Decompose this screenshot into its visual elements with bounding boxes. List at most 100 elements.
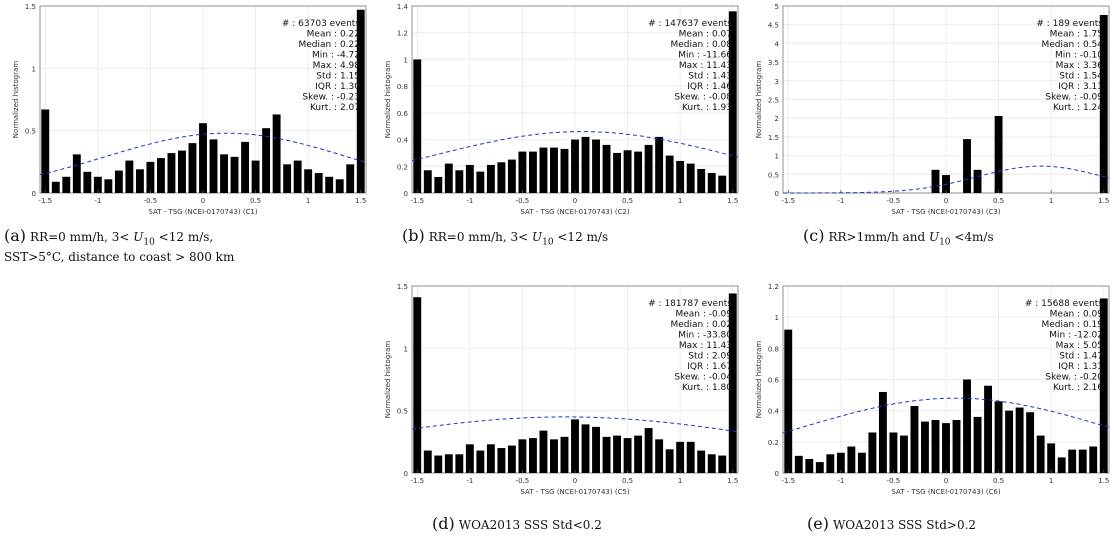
x-tick-label: -1 (94, 197, 101, 205)
y-axis-label: Normalized histogram (12, 61, 20, 139)
y-tick-label: 0.4 (397, 137, 409, 145)
panel-e: -1.5 -1 -0.5 0 0.5 1 1.5 0 0.2 0.4 0.6 0.8 1 1.2 SAT -… (743, 280, 1115, 545)
histogram-bar (634, 435, 643, 473)
stats-line: Skew. : -0.23 (302, 93, 360, 103)
stats-line: # : 181787 events (648, 299, 732, 309)
x-axis-label: SAT - TSG (NCEI-0170743) (C5) (520, 488, 630, 496)
y-tick-label: 1.2 (768, 283, 779, 291)
histogram-bar (230, 156, 239, 193)
x-tick-label: 0 (201, 197, 205, 205)
gaussian-fit-curve (411, 131, 739, 162)
histogram-bar (550, 147, 558, 193)
histogram-bar (707, 454, 716, 473)
histogram-bar (262, 128, 271, 193)
y-tick-label: 0 (775, 190, 779, 198)
histogram-bar (465, 164, 474, 193)
histogram-bar (794, 455, 803, 473)
y-tick-label: 0 (775, 470, 779, 478)
x-axis-label: SAT - TSG (NCEI-0170743) (C6) (891, 488, 1001, 496)
histogram-bar (952, 420, 961, 473)
caption-var: U (531, 230, 543, 244)
histogram-bar (51, 181, 60, 193)
x-tick-label: 0.5 (993, 197, 1004, 205)
stats-line: IQR : 1.30 (315, 82, 360, 92)
histogram-bar (878, 391, 887, 473)
x-tick-label: 1.5 (1098, 477, 1109, 485)
y-tick-label: 0.2 (397, 163, 408, 171)
histogram-bar (815, 462, 824, 473)
caption-text-post: <12 m/s (553, 230, 609, 244)
histogram-bar (62, 176, 71, 193)
x-tick-label: 1.5 (727, 197, 738, 205)
caption-c: (c) RR>1mm/h and U10 <4m/s (803, 228, 1103, 250)
x-tick-label: 0 (944, 197, 948, 205)
histogram-bar (644, 428, 653, 473)
caption-label: (e) (807, 514, 829, 533)
histogram-bar (72, 154, 81, 193)
y-tick-label: 1.2 (397, 30, 408, 38)
x-tick-label: 1 (678, 197, 682, 205)
histogram-bar (994, 115, 1003, 193)
stats-line: IQR : 1.46 (687, 82, 732, 92)
histogram-bar (592, 139, 600, 193)
histogram-bar (1078, 449, 1087, 473)
histogram-bar (1047, 443, 1056, 473)
stats-line: Kurt. : 1.80 (682, 383, 732, 393)
stats-line: # : 147637 events (648, 19, 732, 29)
x-tick-label: 1 (678, 477, 682, 485)
stats-line: Std : 1.15 (316, 72, 360, 82)
histogram-bar (199, 123, 207, 193)
stats-line: # : 189 events (1036, 19, 1103, 29)
y-tick-label: 4.5 (768, 22, 779, 30)
caption-text: RR>1mm/h and (828, 230, 929, 244)
histogram-bar (899, 435, 908, 473)
x-tick-label: 0.5 (622, 197, 633, 205)
histogram-bar (497, 448, 506, 473)
y-tick-label: 2 (775, 115, 779, 123)
y-tick-label: 0.6 (397, 110, 409, 118)
histogram-bar (613, 152, 622, 193)
x-tick-label: -1 (837, 197, 844, 205)
y-tick-label: 0 (404, 470, 408, 478)
histogram-bar (486, 444, 495, 473)
caption-label: (b) (402, 226, 425, 245)
gaussian-fit-curve (39, 132, 367, 176)
stats-line: Mean : 0.09 (1050, 310, 1104, 320)
histogram-bar (114, 170, 123, 193)
stats-line: Kurt. : 1.93 (682, 103, 732, 113)
y-tick-label: 0.5 (25, 128, 36, 136)
histogram-bar (560, 148, 569, 193)
panel-d: -1.5 -1 -0.5 0 0.5 1 1.5 0 0.5 1 1.5 SAT - TSG (NCE… (372, 280, 744, 545)
histogram-bar (973, 169, 982, 193)
histogram-bar (272, 114, 281, 193)
histogram-bar (518, 439, 527, 473)
x-tick-label: -0.5 (887, 197, 901, 205)
stats-line: Median : 0.08 (670, 40, 732, 50)
histogram-bar (93, 176, 102, 193)
x-tick-label: 0 (573, 197, 577, 205)
stats-line: Mean : 1.75 (1050, 30, 1103, 40)
histogram-bar (784, 329, 793, 473)
x-axis-label: SAT - TSG (NCEI-0170743) (C1) (148, 208, 258, 216)
histogram-bar (41, 109, 50, 193)
histogram-bar (826, 454, 835, 473)
histogram-bar (571, 419, 579, 473)
stats-line: Std : 2.09 (688, 352, 732, 362)
histogram-bar (868, 432, 877, 473)
y-tick-label: 1 (32, 65, 36, 73)
histogram-bar (634, 151, 643, 193)
stats-line: Kurt. : 2.16 (1053, 383, 1103, 393)
x-tick-label: -1 (466, 197, 473, 205)
histogram-bar (188, 143, 197, 193)
histogram-bar (476, 450, 485, 473)
stats-line: Max : 11.43 (679, 61, 732, 71)
histogram-bar (963, 139, 971, 193)
histogram-bar (697, 450, 706, 473)
histogram-bar (423, 450, 432, 473)
y-tick-label: 0 (404, 190, 408, 198)
stats-line: Min : -11.66 (678, 51, 732, 61)
histogram-chart-e: -1.5 -1 -0.5 0 0.5 1 1.5 0 0.2 0.4 0.6 0.8 1 1.2 SAT -… (755, 283, 1110, 496)
stats-line: Min : -33.80 (678, 331, 732, 341)
x-tick-label: -1 (837, 477, 844, 485)
x-axis-label: SAT - TSG (NCEI-0170743) (C3) (891, 208, 1001, 216)
